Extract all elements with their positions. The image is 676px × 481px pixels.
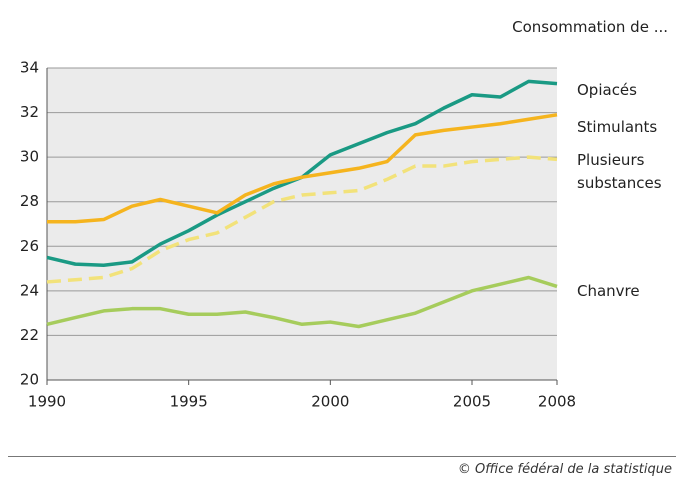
footer-rule — [8, 456, 676, 457]
y-tick-label: 22 — [20, 326, 39, 344]
y-tick-label: 20 — [20, 371, 39, 389]
y-tick-label: 32 — [20, 103, 39, 121]
series-label: Opiacés — [577, 81, 637, 99]
chart-title: Consommation de ... — [512, 18, 668, 36]
y-tick-label: 30 — [20, 148, 39, 166]
y-tick-label: 24 — [20, 281, 39, 299]
x-tick-label: 2000 — [311, 393, 349, 411]
series-label: Chanvre — [577, 282, 640, 300]
plot-background — [47, 68, 557, 380]
series-label: Stimulants — [577, 118, 658, 136]
y-tick-label: 26 — [20, 237, 39, 255]
series-line — [46, 155, 558, 284]
series-line — [46, 275, 558, 329]
series-line — [47, 113, 558, 224]
y-tick-label: 28 — [20, 192, 39, 210]
x-tick-label: 1990 — [28, 393, 66, 411]
y-tick-label: 34 — [20, 59, 39, 77]
x-tick-label: 1995 — [170, 393, 208, 411]
x-tick-label: 2008 — [538, 393, 576, 411]
source: © Office fédéral de la statistique — [457, 462, 672, 477]
series-label: Plusieurs substances — [577, 151, 662, 192]
x-tick-label: 2005 — [453, 393, 491, 411]
